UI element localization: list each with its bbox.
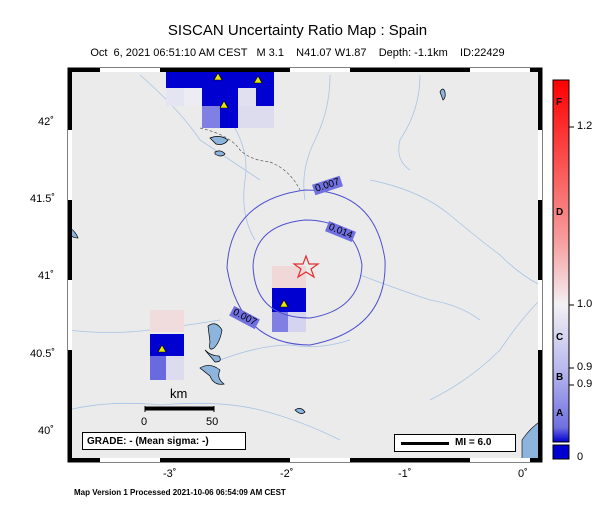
uncertainty-contours bbox=[226, 189, 386, 346]
lat-tick: 42˚ bbox=[38, 116, 54, 128]
colorbar-value: 0.9 bbox=[577, 361, 593, 373]
lat-tick: 41˚ bbox=[38, 270, 54, 282]
scale-min: 0 bbox=[141, 416, 148, 428]
colorbar-letter: C bbox=[556, 332, 564, 343]
lat-tick: 40.5˚ bbox=[30, 348, 56, 360]
stations bbox=[157, 72, 289, 353]
mi-line bbox=[401, 442, 449, 445]
colorbar-letter: D bbox=[556, 207, 564, 218]
rivers bbox=[67, 74, 541, 441]
colorbar-letter: A bbox=[556, 408, 564, 419]
grade-box: GRADE: - (Mean sigma: -) bbox=[82, 432, 246, 450]
ratio-cells bbox=[150, 70, 306, 380]
lon-tick: -2˚ bbox=[280, 468, 294, 480]
map-title: SISCAN Uncertainty Ratio Map : Spain bbox=[167, 22, 428, 39]
footer-version: Map Version 1 Processed 2021-10-06 06:54… bbox=[74, 488, 286, 497]
colorbar-value: 0.9 bbox=[577, 378, 593, 390]
colorbar-letter: B bbox=[556, 372, 564, 383]
scale-unit: km bbox=[170, 386, 188, 401]
colorbar-letter: F bbox=[556, 97, 563, 108]
lon-tick: 0˚ bbox=[518, 468, 528, 480]
colorbar-value: 0 bbox=[577, 451, 584, 463]
colorbar-bottom bbox=[552, 444, 570, 460]
map-land bbox=[67, 67, 543, 463]
borders bbox=[199, 127, 301, 191]
mi-label: MI = 6.0 bbox=[455, 437, 492, 448]
colorbar bbox=[552, 79, 570, 443]
colorbar-ticks bbox=[569, 126, 574, 386]
colorbar-value: 1.2 bbox=[577, 120, 593, 132]
lon-tick: -1˚ bbox=[398, 468, 412, 480]
event-info: Oct 6, 2021 06:51:10 AM CEST M 3.1 N41.0… bbox=[90, 47, 505, 59]
epicenter-star bbox=[292, 254, 320, 279]
scale-bar bbox=[144, 406, 215, 412]
lon-tick: -3˚ bbox=[163, 468, 177, 480]
lat-tick: 40˚ bbox=[38, 425, 54, 437]
frame-ticks bbox=[68, 68, 542, 462]
lat-tick: 41.5˚ bbox=[30, 193, 56, 205]
mi-legend: MI = 6.0 bbox=[394, 434, 516, 452]
scale-max: 50 bbox=[206, 416, 219, 428]
lakes bbox=[69, 88, 446, 414]
colorbar-value: 1.0 bbox=[577, 298, 593, 310]
